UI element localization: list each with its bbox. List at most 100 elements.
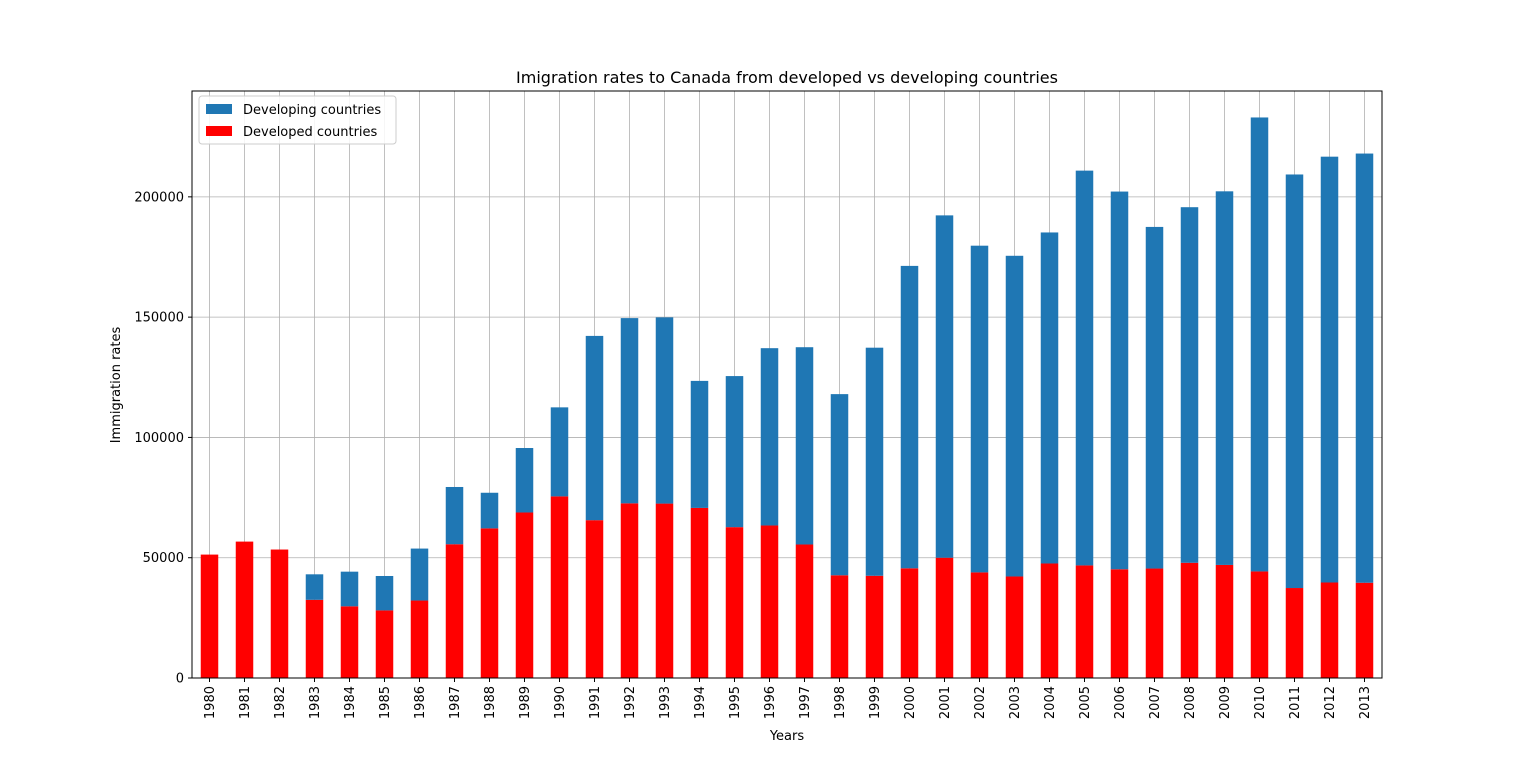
- x-tick-label: 1983: [308, 686, 323, 719]
- x-tick-label: 2011: [1288, 686, 1303, 719]
- bar-developed-2003: [1005, 576, 1024, 678]
- bar-developing-1985: [375, 575, 394, 611]
- bar-developed-1985: [375, 610, 394, 678]
- bar-developed-1987: [445, 544, 464, 678]
- bar-developed-2011: [1285, 588, 1304, 678]
- bar-developed-2005: [1075, 565, 1094, 678]
- bar-developed-2012: [1320, 582, 1339, 678]
- x-tick-label: 1996: [763, 686, 778, 719]
- legend-label-developing: Developing countries: [243, 103, 381, 118]
- x-tick-label: 2002: [973, 686, 988, 719]
- x-tick-label: 1998: [833, 686, 848, 719]
- bar-developed-1981: [235, 541, 254, 678]
- bar-developing-1989: [515, 448, 534, 513]
- bar-developed-1988: [480, 528, 499, 678]
- bar-developed-2007: [1145, 568, 1164, 678]
- bar-developed-2009: [1215, 564, 1234, 678]
- y-tick-label: 150000: [134, 311, 184, 326]
- x-tick-label: 2009: [1218, 686, 1233, 719]
- bar-developing-2002: [970, 245, 989, 573]
- x-tick-label: 2012: [1323, 686, 1338, 719]
- bar-developing-1987: [445, 486, 464, 545]
- bar-developing-1984: [340, 571, 359, 607]
- bar-developing-2006: [1110, 191, 1129, 570]
- bar-developed-1986: [410, 600, 429, 678]
- bar-layer: [200, 117, 1374, 678]
- x-tick-label: 1982: [273, 686, 288, 719]
- chart-title: Imigration rates to Canada from develope…: [516, 68, 1058, 87]
- y-tick-label: 50000: [143, 551, 184, 566]
- bar-developing-1990: [550, 407, 569, 497]
- bar-developed-2004: [1040, 563, 1059, 678]
- legend-label-developed: Developed countries: [243, 125, 378, 140]
- bar-developing-2001: [935, 215, 954, 558]
- bar-developed-1995: [725, 527, 744, 678]
- bar-developing-2005: [1075, 170, 1094, 566]
- y-axis-label: Immigration rates: [109, 327, 124, 444]
- bar-developed-2001: [935, 557, 954, 678]
- bar-developing-1994: [690, 380, 709, 508]
- x-tick-label: 1987: [448, 686, 463, 719]
- bar-developed-1980: [200, 554, 219, 678]
- x-tick-label: 1990: [553, 686, 568, 719]
- bar-developed-2006: [1110, 569, 1129, 678]
- bar-developing-2003: [1005, 255, 1024, 577]
- bar-developing-1996: [760, 348, 779, 526]
- bar-developed-1991: [585, 520, 604, 678]
- legend-box: [198, 95, 397, 145]
- bar-developing-2007: [1145, 226, 1164, 569]
- bar-developing-2010: [1250, 117, 1269, 572]
- x-tick-label: 1993: [658, 686, 673, 719]
- bar-developed-1998: [830, 575, 849, 678]
- x-tick-label: 1997: [798, 686, 813, 719]
- bar-developing-1993: [655, 317, 674, 504]
- x-tick-label: 1989: [518, 686, 533, 719]
- x-tick-label: 2013: [1358, 686, 1373, 719]
- bar-developing-2011: [1285, 174, 1304, 589]
- legend-swatch-developed: [206, 126, 232, 136]
- bar-developing-2009: [1215, 191, 1234, 565]
- x-tick-label: 1985: [378, 686, 393, 719]
- x-tick-label: 2001: [938, 686, 953, 719]
- axis-layer: 0 50000 100000 150000 200000 1980 1981 1982 1983…: [134, 190, 1373, 719]
- bar-developed-2013: [1355, 582, 1374, 678]
- x-axis-label: Years: [769, 729, 805, 744]
- bar-developed-1997: [795, 544, 814, 678]
- bar-developing-1995: [725, 376, 744, 528]
- bar-developing-2008: [1180, 207, 1199, 563]
- x-tick-label: 2000: [903, 686, 918, 719]
- bar-developing-1997: [795, 347, 814, 545]
- bar-developed-1983: [305, 599, 324, 678]
- bar-developed-1982: [270, 549, 289, 678]
- bar-developed-1990: [550, 496, 569, 678]
- bar-developed-1992: [620, 503, 639, 678]
- bar-developing-2004: [1040, 232, 1059, 564]
- y-tick-label: 0: [176, 672, 184, 687]
- x-tick-label: 1984: [343, 686, 358, 719]
- y-tick-label: 200000: [134, 190, 184, 205]
- bar-developing-2012: [1320, 156, 1339, 583]
- bar-developed-2010: [1250, 571, 1269, 678]
- bar-developed-1996: [760, 525, 779, 678]
- x-tick-label: 2005: [1078, 686, 1093, 719]
- x-tick-label: 1986: [413, 686, 428, 719]
- x-tick-label: 2010: [1253, 686, 1268, 719]
- x-tick-label: 1991: [588, 686, 603, 719]
- legend: Developing countries Developed countries: [198, 95, 397, 145]
- bar-developing-2000: [900, 265, 919, 569]
- bar-developing-1983: [305, 574, 324, 600]
- bar-developed-1989: [515, 512, 534, 678]
- y-tick-label: 100000: [134, 431, 184, 446]
- bar-developed-2002: [970, 572, 989, 678]
- legend-swatch-developing: [206, 104, 232, 114]
- bar-developed-1984: [340, 606, 359, 678]
- x-tick-label: 2007: [1148, 686, 1163, 719]
- x-tick-label: 1994: [693, 686, 708, 719]
- bar-developed-1993: [655, 503, 674, 678]
- bar-developing-1991: [585, 335, 604, 521]
- plot-frame: [191, 90, 1383, 679]
- bar-developing-1988: [480, 492, 499, 529]
- x-tick-label: 1992: [623, 686, 638, 719]
- bar-developing-1999: [865, 347, 884, 576]
